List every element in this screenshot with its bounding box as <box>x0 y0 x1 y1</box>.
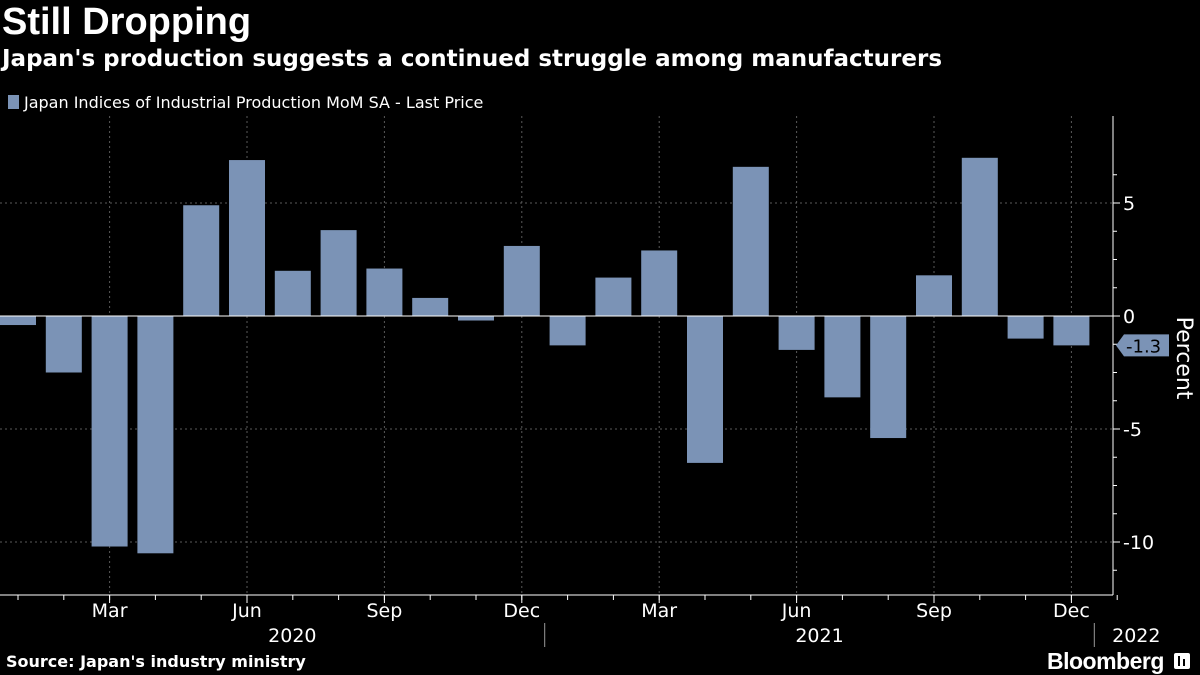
y-tick-label: 0 <box>1123 306 1135 328</box>
x-tick-label: Mar <box>641 600 677 622</box>
legend: Japan Indices of Industrial Production M… <box>8 91 483 113</box>
bar <box>641 250 678 316</box>
bar <box>961 157 998 316</box>
bar <box>137 316 174 554</box>
y-tick-label: -5 <box>1123 419 1142 441</box>
bar <box>687 316 723 463</box>
x-tick-label: Sep <box>916 600 952 622</box>
bar <box>1053 316 1090 346</box>
x-tick-label: Jun <box>781 600 812 622</box>
x-year-label: 2021 <box>795 625 843 647</box>
x-tick-label: Dec <box>503 600 540 622</box>
brand-logo: Bloomberg <box>1047 647 1190 675</box>
bar <box>91 316 128 547</box>
y-tick-label: -10 <box>1123 532 1154 554</box>
bar <box>320 230 357 316</box>
chart-title: Still Dropping <box>2 1 252 43</box>
bar <box>732 166 769 316</box>
bar <box>274 270 311 316</box>
x-tick-label: Dec <box>1053 600 1090 622</box>
bar <box>778 316 815 350</box>
legend-label: Japan Indices of Industrial Production M… <box>24 92 484 112</box>
bar <box>870 316 907 439</box>
x-tick-label: Sep <box>366 600 402 622</box>
bar <box>824 316 861 398</box>
last-value-marker <box>1116 334 1169 357</box>
bar <box>549 316 586 346</box>
brand-name: Bloomberg <box>1047 648 1164 674</box>
bar <box>229 160 265 316</box>
bar <box>0 316 36 326</box>
x-year-label: 2020 <box>268 625 316 647</box>
chart-subtitle: Japan's production suggests a continued … <box>2 46 943 72</box>
bar <box>45 316 82 373</box>
bar <box>412 297 449 316</box>
last-value-label: -1.3 <box>1126 336 1161 357</box>
bar <box>916 275 952 316</box>
x-tick-label: Mar <box>92 600 128 622</box>
x-year-label: 2022 <box>1112 625 1160 647</box>
bar <box>458 316 494 321</box>
legend-swatch <box>8 95 19 109</box>
bar <box>595 277 632 316</box>
bar <box>503 245 540 316</box>
source-note: Source: Japan's industry ministry <box>6 652 306 671</box>
y-axis-label: Percent <box>1171 317 1196 400</box>
bloomberg-terminal-icon <box>1173 653 1190 669</box>
x-tick-label: Jun <box>231 600 262 622</box>
bar <box>183 205 220 316</box>
bar <box>1007 316 1044 339</box>
bar <box>366 268 403 316</box>
y-tick-label: 5 <box>1123 193 1135 215</box>
